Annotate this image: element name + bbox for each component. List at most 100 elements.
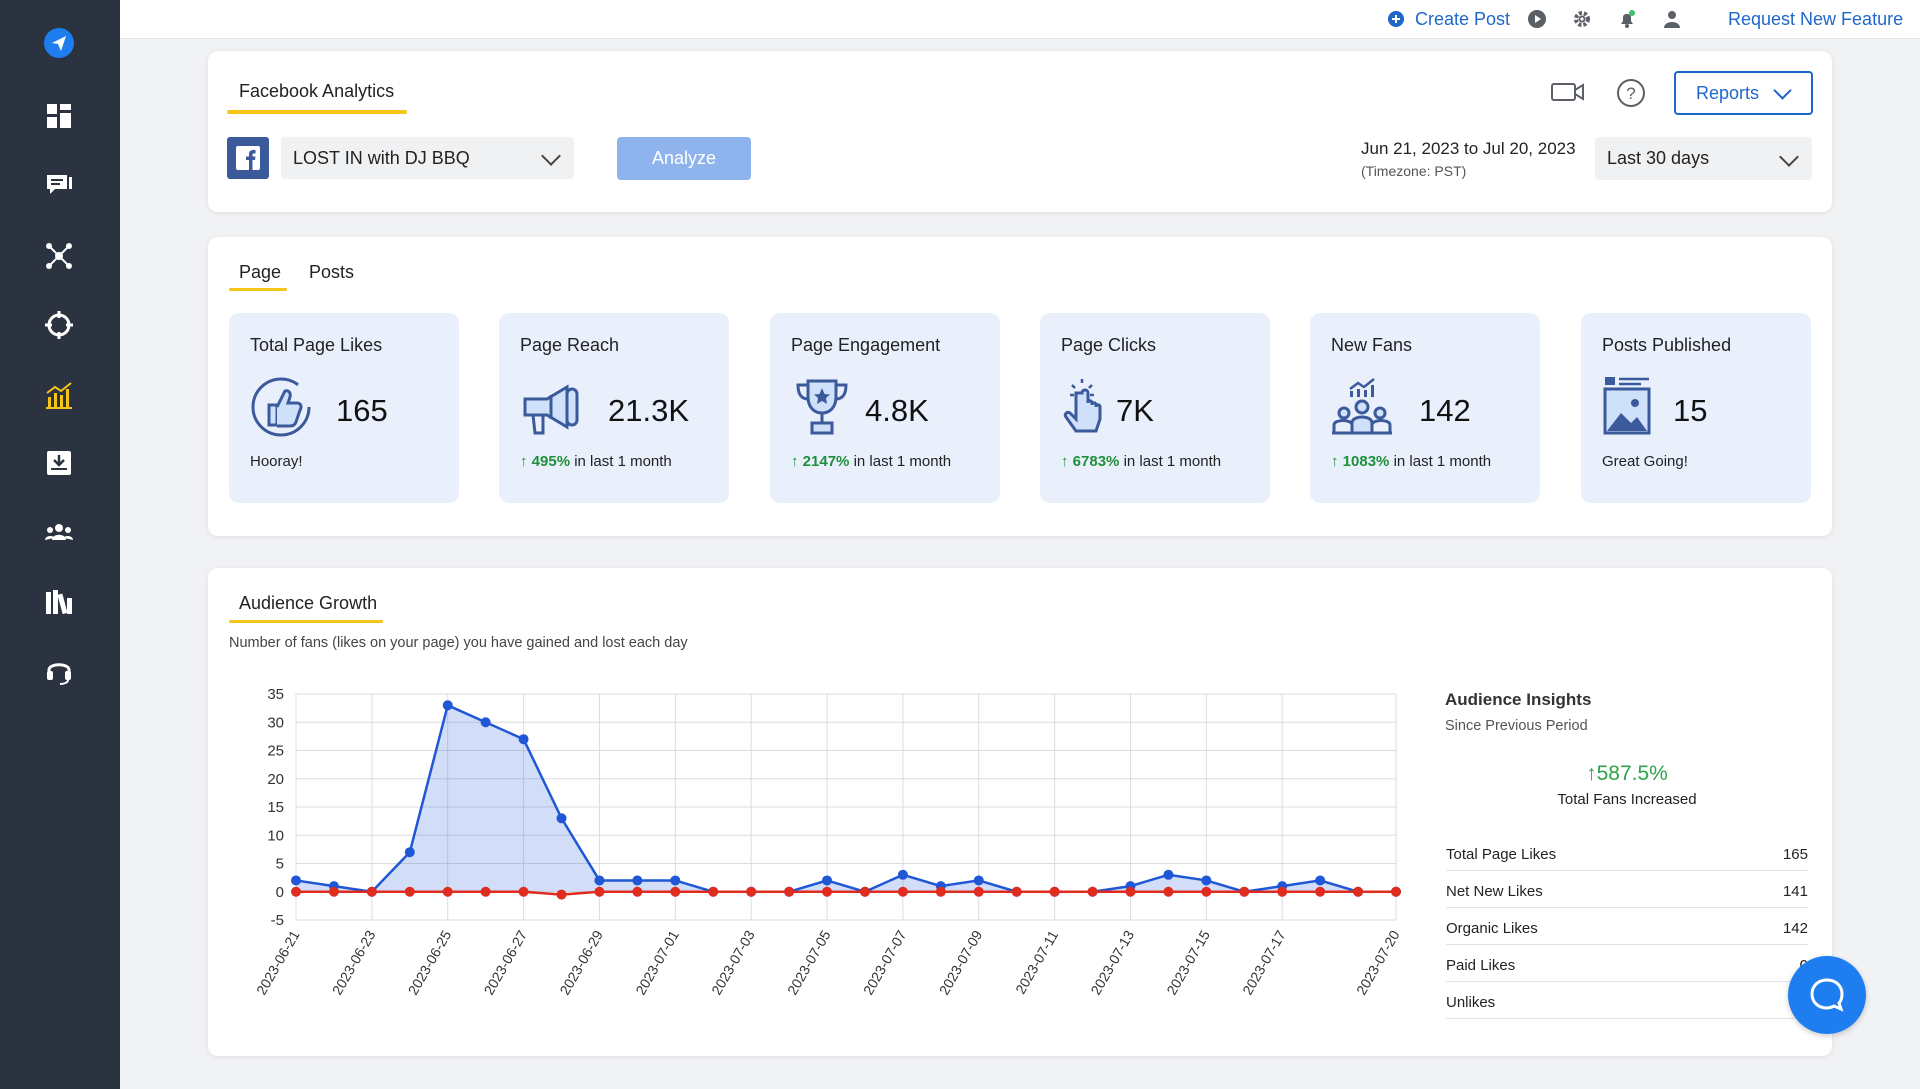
y-tick-label: 25 xyxy=(267,743,284,760)
insights-percent-value: 587.5% xyxy=(1596,762,1668,785)
fans-group-icon xyxy=(1332,378,1392,435)
data-point xyxy=(708,886,719,897)
data-point xyxy=(404,847,415,858)
data-point xyxy=(1239,886,1250,897)
settings-gear-icon[interactable] xyxy=(1572,6,1592,32)
plus-circle-icon xyxy=(1388,11,1404,27)
messages-icon[interactable] xyxy=(40,166,78,204)
insights-row-label: Net New Likes xyxy=(1446,883,1543,900)
tab-page[interactable]: Page xyxy=(239,262,282,282)
metric-title: Posts Published xyxy=(1602,335,1732,355)
insights-row-value: 141 xyxy=(1782,883,1808,900)
request-feature-link[interactable]: Request New Feature xyxy=(1728,8,1904,29)
period-select-dropdown[interactable]: Last 30 days xyxy=(1595,137,1812,180)
insights-row: Organic Likes 142 xyxy=(1446,908,1808,945)
create-post-button[interactable]: Create Post xyxy=(1387,6,1510,32)
metric-page-clicks: Page Clicks 7K ↑ 6783% in last 1 month xyxy=(1040,313,1270,503)
y-tick-label: 20 xyxy=(267,771,284,788)
target-icon[interactable] xyxy=(40,306,78,344)
up-arrow-icon: ↑ xyxy=(520,453,528,470)
svg-text:?: ? xyxy=(1626,84,1635,103)
up-arrow-icon: ↑ xyxy=(1331,453,1339,470)
metric-footer: Great Going! xyxy=(1602,453,1688,470)
logo-send-icon[interactable] xyxy=(40,24,78,62)
metric-change: 6783% xyxy=(1072,453,1120,470)
metric-page-reach: Page Reach 21.3K ↑ 495% in last 1 month xyxy=(499,313,729,503)
support-headset-icon[interactable] xyxy=(40,652,78,690)
top-bar: Create Post Request New Feature xyxy=(120,0,1920,39)
metric-value: 21.3K xyxy=(608,393,690,428)
insights-row-label: Total Page Likes xyxy=(1446,846,1557,863)
x-tick-label: 2023-07-03 xyxy=(708,927,758,997)
data-point xyxy=(1353,886,1364,897)
x-tick-label: 2023-07-09 xyxy=(936,927,986,997)
data-point xyxy=(897,869,908,880)
play-icon[interactable] xyxy=(1527,6,1547,32)
video-camera-icon[interactable] xyxy=(1551,82,1585,107)
team-icon[interactable] xyxy=(40,513,78,551)
help-question-icon[interactable]: ? xyxy=(1616,78,1646,113)
metric-footer: ↑ 495% in last 1 month xyxy=(520,453,672,470)
up-arrow-icon: ↑ xyxy=(791,453,799,470)
data-point xyxy=(1315,886,1326,897)
chat-support-button[interactable] xyxy=(1788,956,1866,1034)
analyze-button[interactable]: Analyze xyxy=(617,137,751,180)
metric-value: 4.8K xyxy=(865,393,929,428)
metric-title: Page Engagement xyxy=(791,335,941,355)
insights-row-label: Unlikes xyxy=(1446,994,1496,1011)
series-line xyxy=(295,703,1396,894)
megaphone-icon xyxy=(523,384,579,435)
library-icon[interactable] xyxy=(40,583,78,621)
click-hand-icon xyxy=(1063,379,1102,433)
insights-row: Total Page Likes 165 xyxy=(1446,834,1808,871)
create-post-label: Create Post xyxy=(1415,8,1511,29)
tab-posts[interactable]: Posts xyxy=(309,262,355,282)
y-tick-label: -5 xyxy=(271,912,284,929)
insights-row-value: 165 xyxy=(1782,846,1808,863)
metric-posts-published: Posts Published 15 Great Going! xyxy=(1581,313,1811,503)
reports-dropdown-button[interactable]: Reports xyxy=(1674,71,1813,115)
metric-footer: ↑ 2147% in last 1 month xyxy=(791,453,951,470)
metric-period: in last 1 month xyxy=(1123,453,1222,470)
data-point xyxy=(1163,869,1174,880)
metric-value: 7K xyxy=(1116,393,1154,428)
chart-description: Number of fans (likes on your page) you … xyxy=(229,635,688,651)
data-point xyxy=(1087,886,1098,897)
data-point xyxy=(291,875,301,886)
data-point xyxy=(632,875,643,886)
facebook-logo-icon xyxy=(227,137,269,179)
data-point xyxy=(556,813,567,824)
user-profile-icon[interactable] xyxy=(1662,6,1682,32)
data-point xyxy=(1201,875,1212,886)
network-icon[interactable] xyxy=(40,237,78,275)
tab-audience-growth[interactable]: Audience Growth xyxy=(239,593,378,613)
x-tick-label: 2023-07-15 xyxy=(1163,927,1213,997)
timezone-text: (Timezone: PST) xyxy=(1361,163,1467,179)
data-point xyxy=(518,886,529,897)
dashboard-icon[interactable] xyxy=(40,97,78,135)
insights-title: Audience Insights xyxy=(1445,690,1592,709)
data-point xyxy=(594,886,605,897)
metric-value: 142 xyxy=(1419,393,1471,428)
period-select-value: Last 30 days xyxy=(1607,148,1710,168)
x-tick-label: 2023-07-11 xyxy=(1012,927,1061,996)
metric-change: 495% xyxy=(531,453,571,470)
analytics-icon[interactable] xyxy=(40,376,78,414)
data-point xyxy=(1277,886,1288,897)
notifications-bell-icon[interactable] xyxy=(1617,6,1637,32)
insights-subtitle: Since Previous Period xyxy=(1445,718,1588,734)
series-area xyxy=(296,705,1396,892)
tab-facebook-analytics[interactable]: Facebook Analytics xyxy=(239,81,395,101)
data-point xyxy=(935,886,946,897)
metric-change: 2147% xyxy=(802,453,850,470)
data-point xyxy=(480,717,491,728)
data-point xyxy=(1201,886,1212,897)
metric-page-engagement: Page Engagement 4.8K ↑ 2147% in last 1 m… xyxy=(770,313,1000,503)
analytics-header-card: Facebook Analytics LOST IN with DJ BBQ A… xyxy=(208,51,1832,212)
insights-row-label: Paid Likes xyxy=(1446,957,1516,974)
download-tray-icon[interactable] xyxy=(40,444,78,482)
insights-percent: ↑587.5% xyxy=(1446,762,1808,786)
page-select-dropdown[interactable]: LOST IN with DJ BBQ xyxy=(281,137,574,179)
page-metrics-card: Page Posts xyxy=(208,237,1832,536)
